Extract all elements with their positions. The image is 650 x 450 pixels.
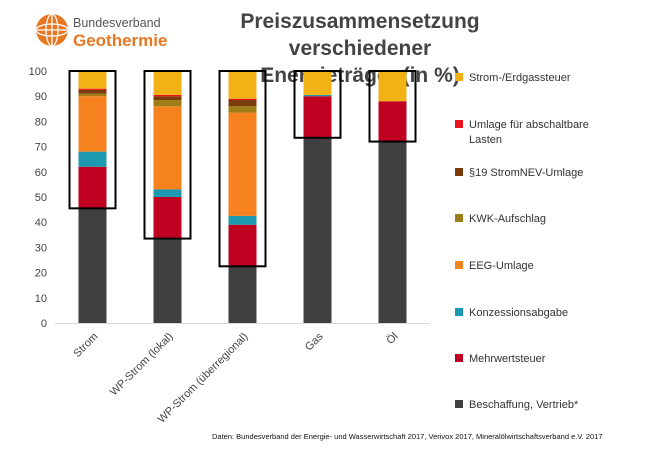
legend-swatch-5 [455,261,463,269]
bar-segment-8-cat-5 [378,71,407,102]
legend-label-4: KWK-Aufschlag [469,213,546,225]
legend-swatch-2 [455,120,463,128]
y-tick-label-3: 30 [35,242,47,254]
bar-segment-2-cat-3 [228,224,257,267]
legend-swatch-4 [455,214,463,222]
legend-swatch-8 [455,400,463,408]
bar-segment-4-cat-3 [228,112,257,216]
legend-label-5: EEG-Umlage [469,260,534,272]
bar-segment-5-cat-2 [153,99,182,107]
legend-label-6: Konzessionsabgabe [469,307,568,319]
legend-label-7: Mehrwertsteuer [469,353,546,365]
bar-segment-6-cat-3 [228,99,257,107]
highlight-frame-3 [218,70,267,268]
bar-segment-1-cat-1 [78,208,107,323]
bar-segment-7-cat-3 [228,98,257,100]
globe-icon [35,13,69,47]
bars-layer [78,71,407,323]
bar-segment-6-cat-1 [78,89,107,94]
bar-segment-1-cat-3 [228,266,257,323]
y-tick-label-5: 50 [35,192,47,204]
legend-label-8: Beschaffung, Vertrieb* [469,399,579,411]
y-tick-label-0: 0 [41,318,47,330]
bar-segment-1-cat-4 [303,137,332,323]
y-tick-label-4: 40 [35,217,47,229]
highlight-frame-2 [143,70,192,240]
legend-swatch-7 [455,354,463,362]
bar-segment-2-cat-2 [153,197,182,239]
y-tick-label-10: 100 [29,66,47,78]
legend-swatch-1 [455,73,463,81]
bar-segment-8-cat-1 [78,71,107,89]
source-note: Daten: Bundesverband der Energie- und Wa… [212,432,603,441]
bar-segment-2-cat-4 [303,96,332,138]
bar-segment-5-cat-1 [78,93,107,97]
bar-segment-8-cat-4 [303,71,332,95]
bar-segment-3-cat-1 [78,151,107,167]
bar-segment-3-cat-2 [153,189,182,197]
bar-segment-1-cat-2 [153,238,182,323]
y-tick-label-8: 80 [35,116,47,128]
legend-label-2: Umlage für abschaltbare Lasten [469,119,589,146]
x-category-label-1: Strom [71,331,100,360]
logo-text-line2: Geothermie [73,31,167,50]
legend-swatch-3 [455,168,463,176]
bar-segment-5-cat-3 [228,106,257,113]
logo-text-line1: Bundesverband [73,16,161,30]
bar-segment-8-cat-2 [153,71,182,95]
bar-segment-4-cat-1 [78,96,107,152]
legend-label-1: Strom-/Erdgassteuer [469,72,571,84]
highlight-frames-layer [68,70,417,268]
highlight-frame-1 [68,70,117,210]
y-tick-label-6: 60 [35,167,47,179]
bar-segment-7-cat-2 [153,94,182,97]
logo: Bundesverband Geothermie [35,8,175,54]
bar-segment-7-cat-1 [78,88,107,90]
y-tick-label-7: 70 [35,142,47,154]
x-category-label-5: Öl [384,331,400,347]
y-tick-label-1: 10 [35,293,47,305]
bar-segment-6-cat-2 [153,96,182,100]
bar-segment-3-cat-4 [303,94,332,97]
chart-title-line-1: Preiszusammensetzung verschiedener [240,10,480,60]
y-tick-label-9: 90 [35,91,47,103]
legend-swatch-6 [455,308,463,316]
bar-segment-3-cat-3 [228,215,257,225]
legend: Strom-/Erdgassteuer Umlage für abschaltba… [455,72,589,411]
bar-segment-4-cat-2 [153,106,182,190]
bar-segment-2-cat-5 [378,101,407,142]
bar-segment-2-cat-1 [78,166,107,209]
bar-segment-8-cat-3 [228,71,257,99]
highlight-frame-5 [368,70,417,143]
x-category-label-2: WP-Strom (lokal) [108,331,176,399]
y-tick-label-2: 20 [35,268,47,280]
logo-graphic: Bundesverband Geothermie [35,13,167,50]
highlight-frame-4 [293,70,342,139]
x-category-label-4: Gas [303,330,326,353]
bar-segment-1-cat-5 [378,141,407,323]
chart-title: Preiszusammensetzung verschiedener Energ… [175,8,545,89]
x-category-label-3: WP-Strom (überregional) [156,331,251,426]
legend-label-3: §19 StromNEV-Umlage [469,167,583,179]
